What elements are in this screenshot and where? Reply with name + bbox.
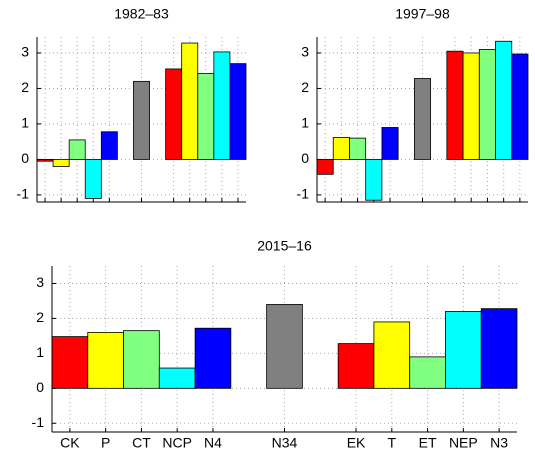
chart-title: 2015–16 [257, 238, 312, 254]
y-tick-label: 0 [36, 379, 44, 395]
bar [381, 127, 399, 160]
bar [51, 336, 89, 389]
bar [373, 321, 411, 389]
bar [409, 356, 446, 389]
bar [165, 68, 183, 160]
bar [349, 137, 367, 160]
bar [197, 73, 215, 160]
bar [495, 40, 513, 160]
y-tick-label: -1 [17, 186, 30, 202]
x-tick-label: P [101, 435, 110, 451]
bar [36, 159, 54, 162]
y-tick-label: 2 [36, 309, 44, 325]
bar [413, 78, 432, 160]
x-tick-label: N34 [272, 435, 298, 451]
y-tick-label: 0 [21, 150, 29, 166]
y-tick-label: 3 [36, 274, 44, 290]
x-tick-label: CK [60, 435, 80, 451]
x-tick-label: T [388, 435, 397, 451]
bar [337, 343, 375, 389]
y-tick-label: -1 [32, 414, 45, 430]
bar [462, 52, 480, 160]
y-tick-label: 1 [301, 115, 309, 131]
x-tick-label: N4 [204, 435, 222, 451]
x-tick-label: NCP [162, 435, 192, 451]
bar [100, 131, 118, 160]
x-tick-label: EK [347, 435, 366, 451]
x-tick-label: ET [419, 435, 437, 451]
bar [158, 367, 196, 389]
bar [123, 330, 160, 389]
y-tick-label: 2 [21, 79, 29, 95]
bar [332, 137, 350, 160]
x-tick-label: CT [132, 435, 151, 451]
bar [181, 42, 199, 160]
chart-title: 1982–83 [114, 6, 169, 22]
bar [52, 159, 70, 167]
y-tick-label: 2 [301, 79, 309, 95]
chart-title: 1997–98 [395, 6, 450, 22]
x-tick-label: NEP [449, 435, 478, 451]
bar [511, 53, 529, 160]
bar [446, 50, 464, 160]
bar [68, 139, 86, 160]
y-tick-label: 1 [36, 344, 44, 360]
x-tick-label: N3 [490, 435, 508, 451]
bar [365, 159, 383, 201]
bar [213, 51, 231, 160]
bar [229, 63, 247, 160]
bar [266, 304, 303, 389]
y-tick-label: -1 [297, 186, 310, 202]
bar [87, 331, 124, 389]
bar [480, 308, 518, 389]
bar [84, 159, 102, 199]
y-tick-label: 0 [301, 150, 309, 166]
bar [194, 327, 232, 389]
bar [478, 49, 496, 160]
bar [316, 159, 334, 175]
y-tick-label: 1 [21, 115, 29, 131]
y-tick-label: 3 [301, 44, 309, 60]
bar [133, 80, 150, 160]
y-tick-label: 3 [21, 44, 29, 60]
bar [445, 311, 482, 389]
